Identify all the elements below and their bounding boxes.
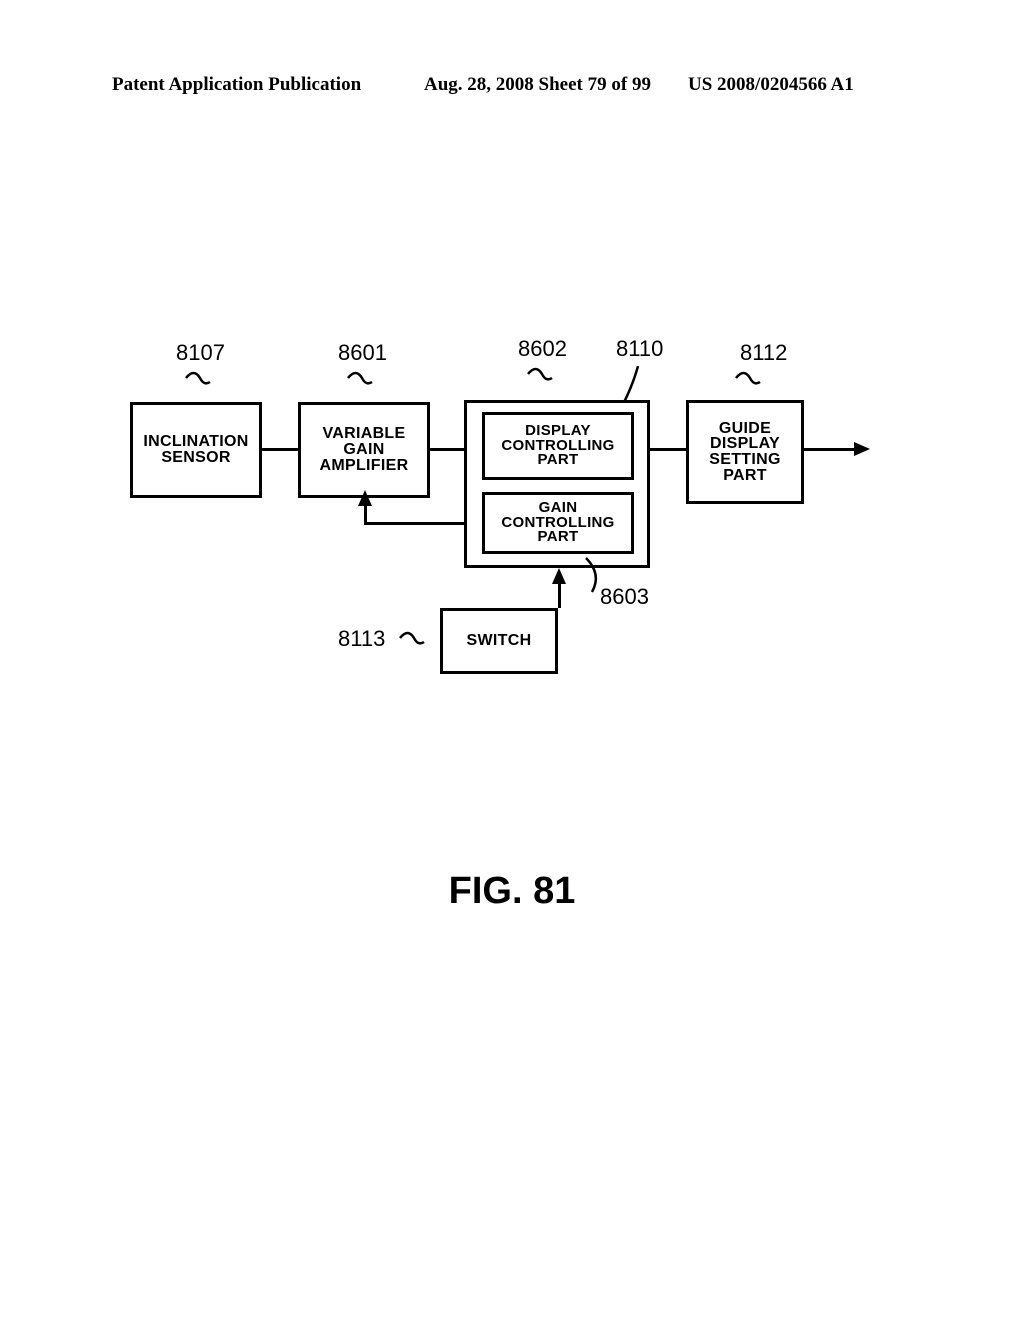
conn-vga-to-container: [430, 448, 464, 451]
arrow-into-vga-icon: [358, 490, 372, 506]
label-guide-display-setting-part: GUIDE DISPLAY SETTING PART: [709, 421, 780, 484]
block-inclination-sensor: INCLINATION SENSOR: [130, 402, 262, 498]
label-variable-gain-amplifier: VARIABLE GAIN AMPLIFIER: [320, 426, 409, 473]
block-gain-controlling-part: GAIN CONTROLLING PART: [482, 492, 634, 554]
label-inclination-sensor: INCLINATION SENSOR: [143, 434, 248, 465]
block-diagram: 8107 8601 8602 8110 8112 INCLINATION SEN…: [120, 340, 920, 740]
header-publication: Patent Application Publication: [112, 74, 361, 96]
arrow-out-icon: [854, 442, 870, 456]
conn-gainctrl-to-vga-h: [364, 522, 464, 525]
page: Patent Application Publication Aug. 28, …: [0, 0, 1024, 1320]
block-switch: SWITCH: [440, 608, 558, 674]
conn-container-to-guide: [650, 448, 686, 451]
arrow-switch-up-icon: [552, 568, 566, 584]
label-gain-controlling-part: GAIN CONTROLLING PART: [501, 501, 614, 545]
leader-8107: [184, 370, 212, 388]
header-pub-number: US 2008/0204566 A1: [688, 74, 854, 96]
conn-guide-out: [804, 448, 856, 451]
figure-caption: FIG. 81: [0, 870, 1024, 913]
block-guide-display-setting-part: GUIDE DISPLAY SETTING PART: [686, 400, 804, 504]
leader-8602: [526, 366, 554, 384]
ref-8107: 8107: [176, 340, 225, 366]
ref-8602: 8602: [518, 336, 567, 362]
label-switch: SWITCH: [467, 633, 532, 649]
conn-switch-to-container: [558, 580, 561, 608]
conn-incl-to-vga: [262, 448, 298, 451]
ref-8110: 8110: [616, 336, 663, 362]
block-variable-gain-amplifier: VARIABLE GAIN AMPLIFIER: [298, 402, 430, 498]
leader-8603: [582, 556, 604, 594]
leader-8601: [346, 370, 374, 388]
ref-8603: 8603: [600, 584, 649, 610]
leader-8113: [398, 630, 426, 648]
ref-8113: 8113: [338, 626, 385, 652]
header-date-sheet: Aug. 28, 2008 Sheet 79 of 99: [424, 74, 651, 96]
ref-8112: 8112: [740, 340, 787, 366]
label-display-controlling-part: DISPLAY CONTROLLING PART: [501, 424, 614, 468]
leader-8112: [734, 370, 762, 388]
block-display-controlling-part: DISPLAY CONTROLLING PART: [482, 412, 634, 480]
ref-8601: 8601: [338, 340, 387, 366]
